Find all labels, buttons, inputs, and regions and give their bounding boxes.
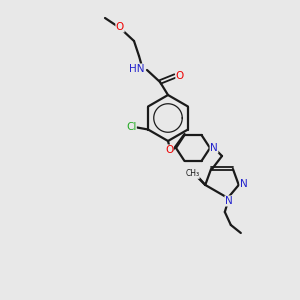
Text: HN: HN — [129, 64, 145, 74]
Text: O: O — [165, 145, 173, 155]
Text: N: N — [225, 196, 233, 206]
Text: Cl: Cl — [126, 122, 136, 131]
Text: N: N — [210, 143, 218, 153]
Text: CH₃: CH₃ — [185, 169, 199, 178]
Text: O: O — [176, 71, 184, 81]
Text: O: O — [116, 22, 124, 32]
Text: N: N — [240, 179, 247, 189]
